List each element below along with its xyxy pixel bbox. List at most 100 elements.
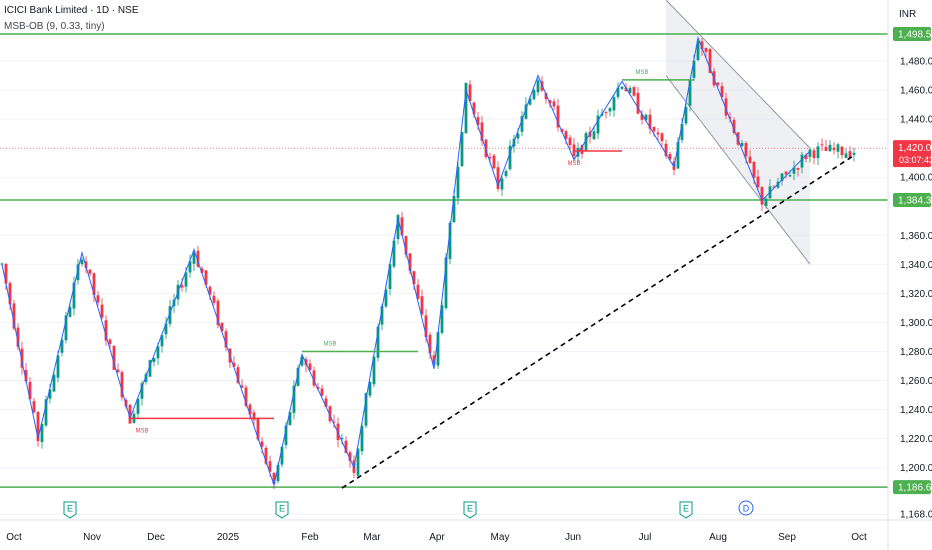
candle-body	[240, 385, 244, 388]
candle-body	[824, 146, 828, 151]
candle-body	[812, 150, 816, 159]
candle-body	[60, 339, 64, 353]
candle-body	[292, 385, 296, 413]
event-marker-label: D	[743, 504, 750, 514]
channel-upper-line	[665, 0, 811, 149]
candle-body	[76, 264, 80, 281]
candle-body	[548, 100, 552, 104]
candle-body	[796, 168, 800, 170]
candle-body	[196, 250, 200, 267]
indicator-label[interactable]: MSB-OB (9, 0.33, tiny)	[4, 21, 105, 32]
candle-body	[756, 176, 760, 188]
candle-body	[632, 87, 636, 96]
candle-body	[492, 155, 496, 169]
x-tick-label: Mar	[363, 532, 381, 543]
candle-body	[636, 92, 640, 114]
candle-body	[20, 348, 24, 368]
candle-body	[288, 412, 292, 425]
candle-body	[612, 97, 616, 111]
candle-body	[644, 114, 648, 121]
candle-body	[272, 472, 276, 484]
candle-body	[40, 423, 44, 442]
candle-body	[448, 222, 452, 259]
candle-body	[116, 369, 120, 373]
candle-body	[468, 84, 472, 102]
candle-body	[828, 144, 832, 152]
candle-body	[784, 171, 788, 175]
candle-body	[244, 387, 248, 406]
candle-body	[56, 355, 60, 378]
y-tick-label: 1,220.00	[900, 434, 932, 445]
y-tick-label: 1,360.00	[900, 231, 932, 242]
x-tick-label: Jul	[639, 532, 652, 543]
msb-label: MSB	[567, 161, 580, 167]
candle-body	[664, 143, 668, 157]
candle-body	[284, 425, 288, 445]
candle-body	[168, 306, 172, 324]
candle-body	[200, 268, 204, 273]
candle-body	[844, 153, 848, 158]
last-price-tag	[893, 140, 931, 168]
candle-body	[668, 154, 672, 160]
event-marker-label: E	[683, 504, 689, 514]
last-price-label: 1,420.00	[898, 143, 932, 154]
candle-body	[340, 437, 344, 439]
candle-body	[580, 145, 584, 154]
candle-body	[252, 412, 256, 420]
candle-body	[408, 253, 412, 271]
candle-body	[156, 346, 160, 359]
y-tick-label: 1,400.00	[900, 173, 932, 184]
candle-body	[264, 447, 268, 464]
candle-body	[356, 448, 360, 476]
candle-body	[700, 41, 704, 50]
candle-body	[316, 387, 320, 389]
x-tick-label: Dec	[147, 532, 165, 543]
candle-body	[536, 80, 540, 93]
candle-body	[820, 144, 824, 146]
candle-body	[544, 93, 548, 100]
candle-body	[848, 151, 852, 158]
candle-body	[732, 120, 736, 133]
candle-body	[220, 322, 224, 332]
candle-body	[384, 289, 388, 307]
candle-body	[44, 399, 48, 426]
chart-title: ICICI Bank Limited · 1D · NSE	[4, 5, 139, 16]
candle-body	[464, 82, 468, 134]
candle-body	[420, 296, 424, 315]
x-tick-label: Oct	[851, 532, 867, 543]
candle-body	[452, 196, 456, 223]
x-tick-label: Apr	[429, 532, 445, 543]
candle-body	[460, 132, 464, 166]
candle-body	[64, 315, 68, 341]
candle-body	[112, 345, 116, 370]
level-price-label: 1,186.60	[898, 483, 932, 494]
candle-body	[204, 270, 208, 285]
candle-body	[740, 142, 744, 146]
candle-body	[184, 272, 188, 287]
candle-body	[684, 107, 688, 124]
candle-body	[764, 198, 768, 207]
dividend-marker	[738, 500, 754, 516]
candle-body	[752, 161, 756, 178]
candle-body	[400, 217, 404, 236]
candle-body	[604, 112, 608, 114]
candle-body	[160, 335, 164, 347]
candle-body	[140, 383, 144, 399]
candle-body	[148, 360, 152, 377]
candle-body	[72, 282, 76, 309]
y-tick-label: 1,460.00	[900, 86, 932, 97]
y-tick-label: 1,320.00	[900, 289, 932, 300]
candle-body	[484, 139, 488, 158]
candle-body	[648, 114, 652, 129]
candle-body	[836, 144, 840, 152]
candle-body	[4, 263, 8, 284]
candle-body	[348, 452, 352, 461]
candle-body	[680, 123, 684, 140]
currency-label[interactable]: INR	[899, 9, 917, 20]
x-tick-label: Jun	[565, 532, 581, 543]
candle-body	[816, 146, 820, 159]
y-tick-label: 1,280.00	[900, 347, 932, 358]
candle-body	[36, 411, 40, 442]
candle-body	[416, 284, 420, 299]
